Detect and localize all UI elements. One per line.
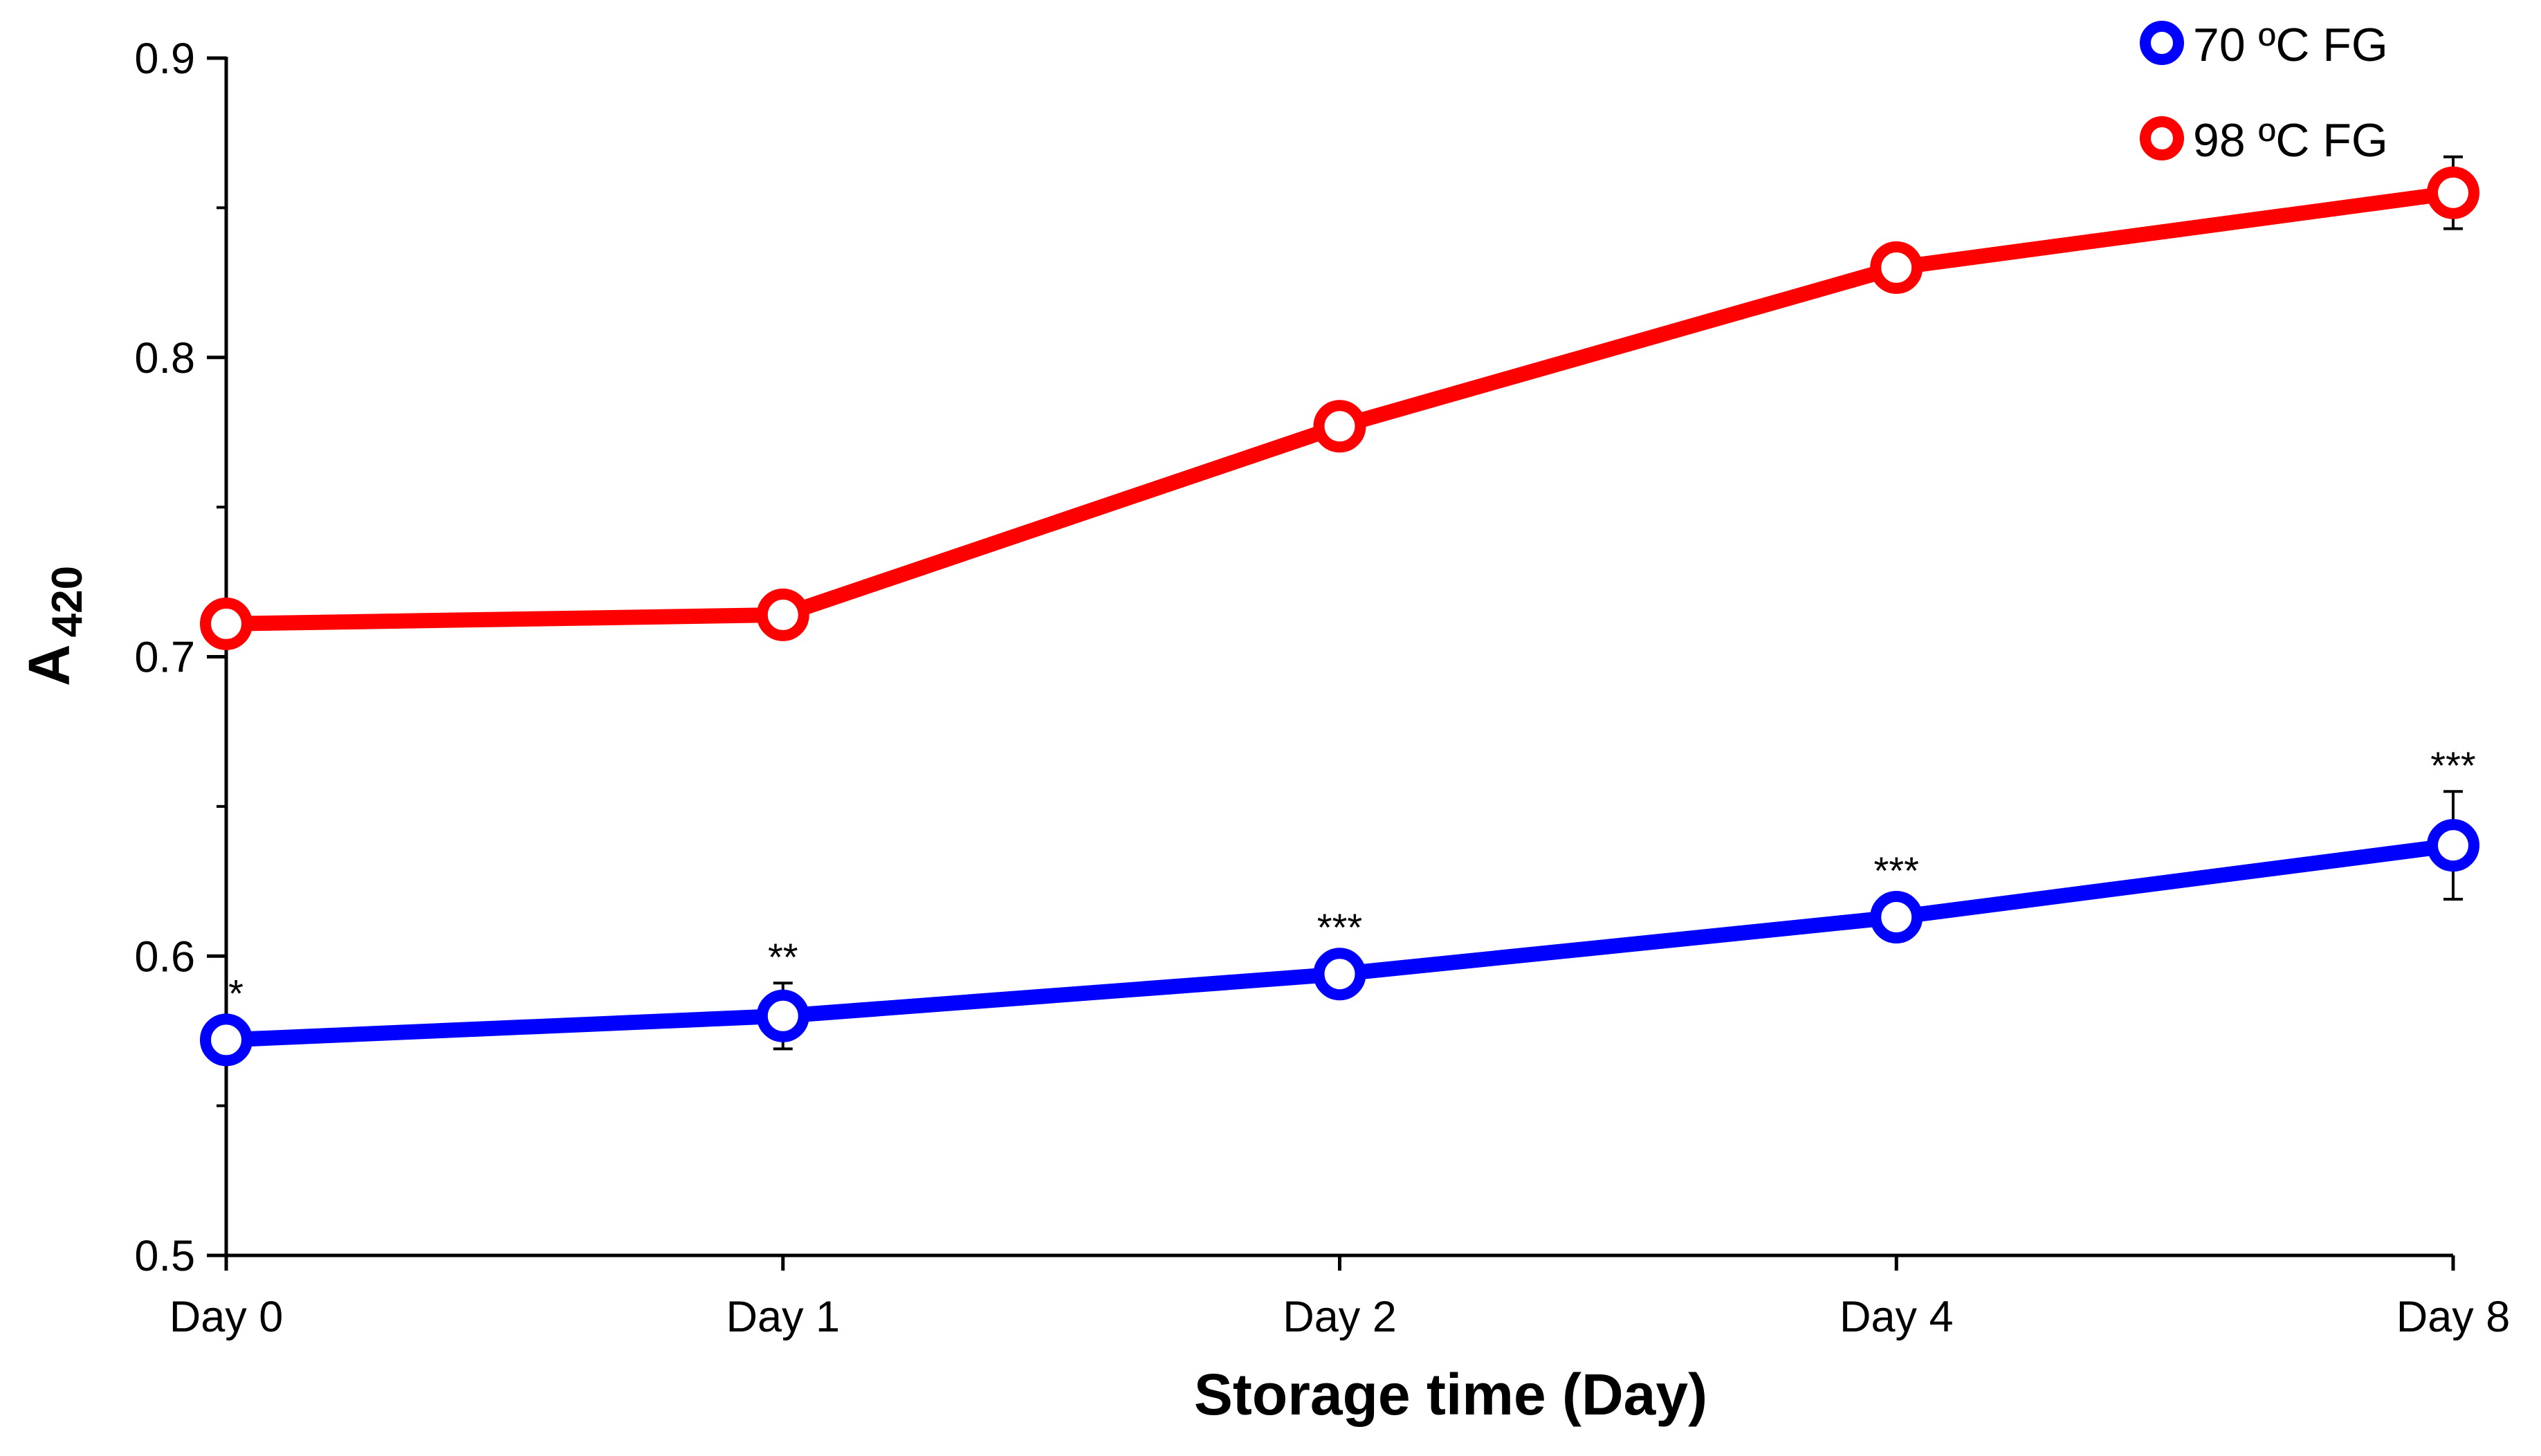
x-tick-label: Day 8: [2396, 1293, 2511, 1341]
significance-label: **: [768, 935, 798, 979]
series-0: [200, 790, 2479, 1067]
significance-label: ***: [1874, 849, 1919, 892]
data-point: [200, 1013, 253, 1067]
data-point: [1313, 400, 1366, 453]
data-point: [756, 588, 809, 641]
x-axis-title: Storage time (Day): [1194, 1362, 1707, 1427]
legend-item-98c: 98 ºC FG: [2140, 114, 2388, 167]
y-tick-label: 0.6: [134, 932, 195, 981]
data-point: [200, 597, 253, 650]
significance-label: ***: [2430, 744, 2475, 787]
y-tick-label: 0.5: [134, 1232, 195, 1280]
legend: 70 ºC FG 98 ºC FG: [2140, 19, 2388, 167]
y-tick-label: 0.8: [134, 334, 195, 383]
y-axis-title: A 420: [17, 566, 91, 686]
legend-label-98c: 98 ºC FG: [2193, 114, 2388, 167]
data-point: [2427, 166, 2479, 219]
legend-marker-98c: [2140, 116, 2184, 160]
legend-label-70c: 70 ºC FG: [2193, 19, 2388, 71]
legend-item-70c: 70 ºC FG: [2140, 19, 2388, 71]
series-1: [200, 155, 2479, 650]
x-tick-label: Day 4: [1840, 1293, 1954, 1341]
x-tick-label: Day 2: [1283, 1293, 1397, 1341]
y-axis-title-subscript: 420: [44, 566, 91, 637]
y-axis-title-main: A: [17, 644, 82, 686]
y-tick-label: 0.9: [134, 35, 195, 83]
significance-label: *: [228, 971, 244, 1015]
x-tick-label: Day 0: [169, 1293, 284, 1341]
x-tick-label: Day 1: [726, 1293, 840, 1341]
data-point: [1870, 241, 1923, 294]
legend-marker-70c: [2140, 21, 2184, 65]
y-tick-label: 0.7: [134, 634, 195, 682]
significance-label: ***: [1317, 905, 1362, 949]
ticks: 0.5 0.6 0.7 0.8 0.9 Day 0 Day 1 Day 2 Day 4 Day 8: [134, 35, 2510, 1341]
data-point: [756, 989, 809, 1042]
series: [200, 155, 2479, 1067]
data-point: [2427, 819, 2479, 872]
significance-annotations: ************: [228, 744, 2476, 1015]
data-point: [1313, 948, 1366, 1001]
data-point: [1870, 890, 1923, 943]
